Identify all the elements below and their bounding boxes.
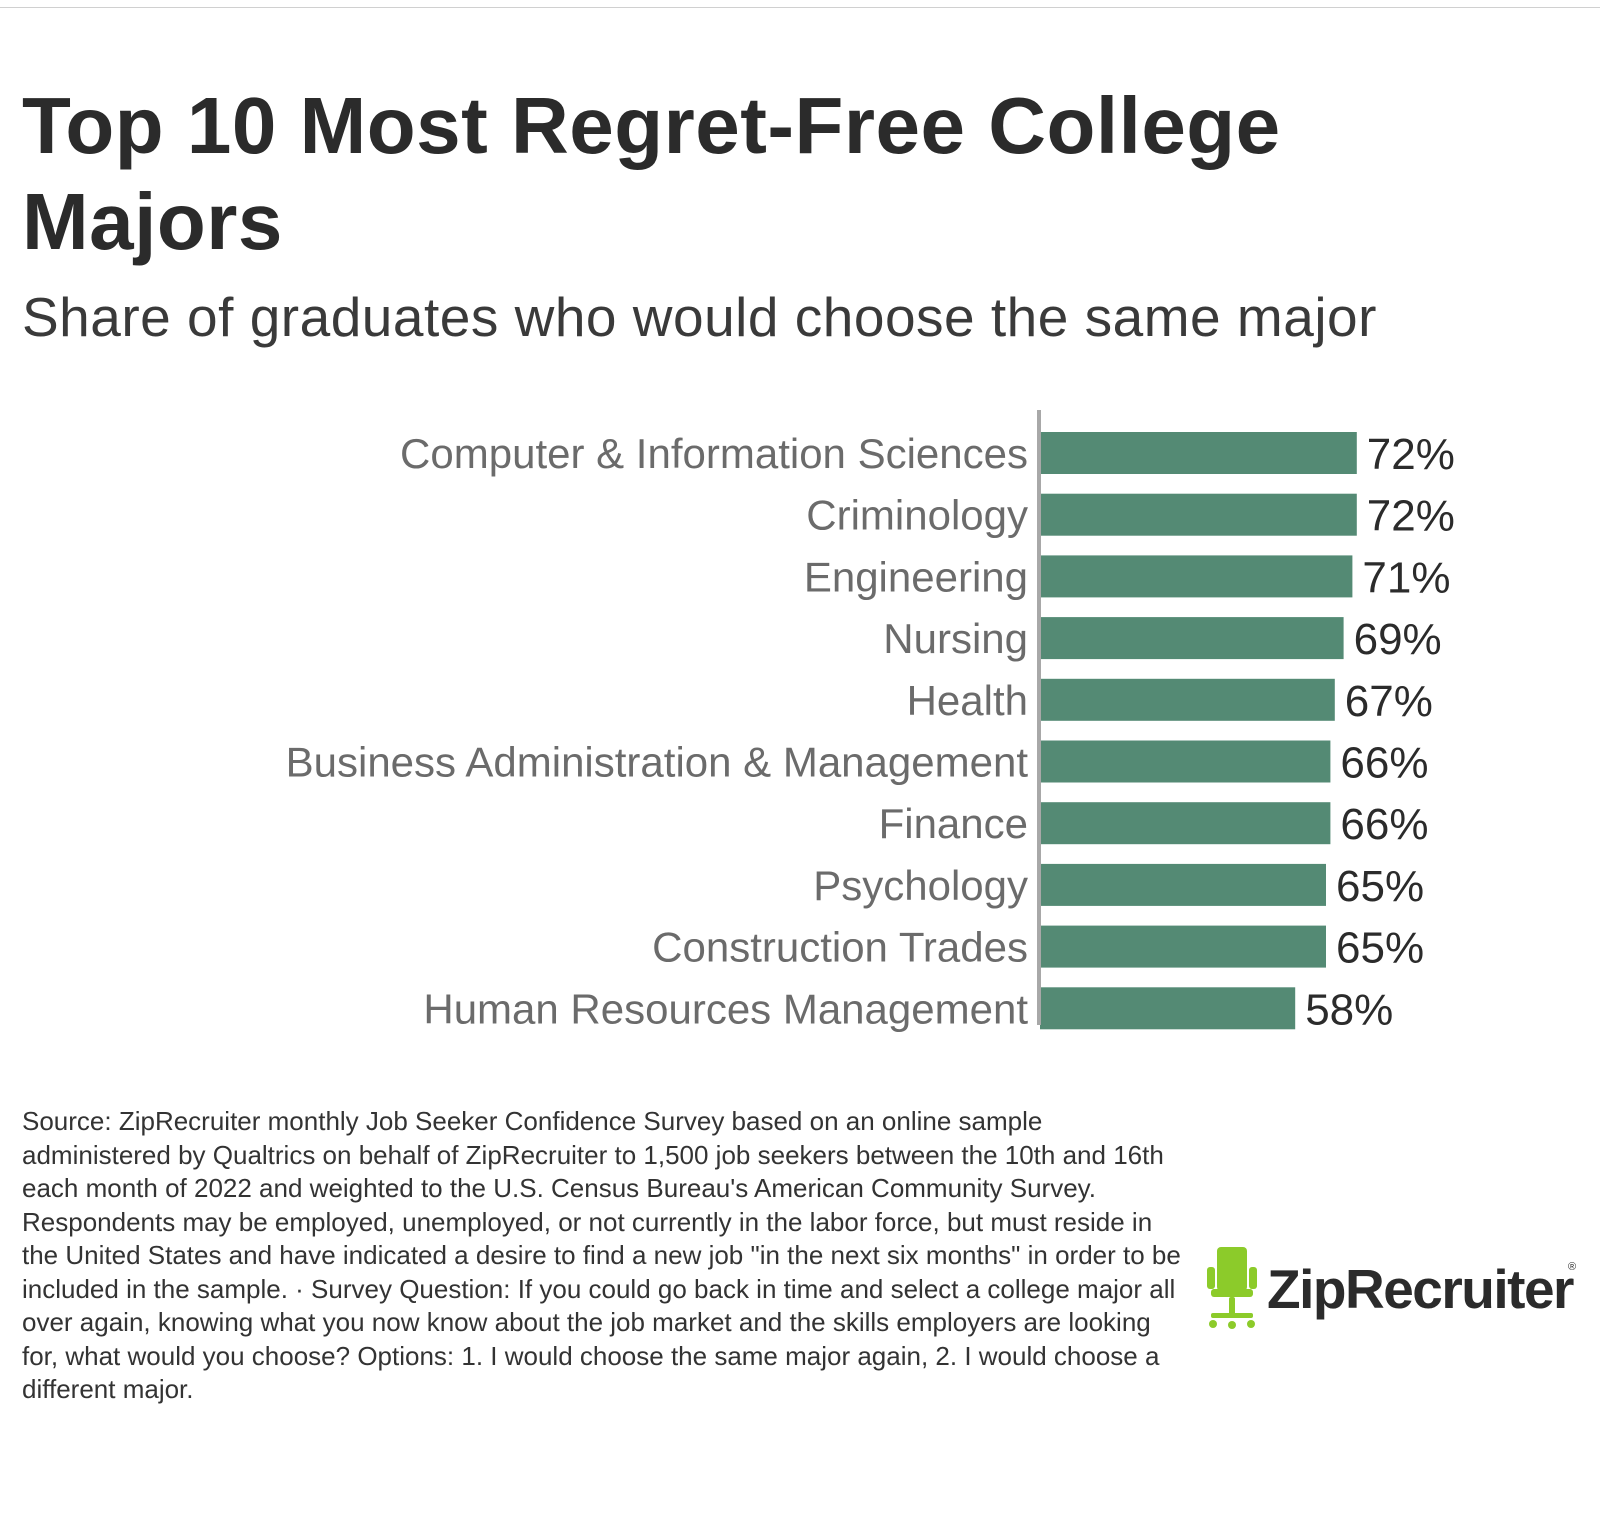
bar [1040, 987, 1296, 1030]
category-label: Health [907, 677, 1028, 724]
bar [1040, 555, 1353, 598]
category-label: Criminology [806, 492, 1028, 539]
bar-chart-svg: Computer & Information Sciences 72% Crimin… [286, 410, 1455, 1034]
chair-icon [1207, 1247, 1257, 1329]
value-label: 67% [1345, 677, 1433, 726]
category-label: Human Resources Management [423, 985, 1028, 1032]
bar [1040, 493, 1357, 536]
chart-subtitle: Share of graduates who would choose the … [22, 286, 1377, 348]
bar [1040, 863, 1326, 906]
bar [1040, 925, 1326, 968]
category-label: Psychology [813, 862, 1028, 909]
top-divider [0, 7, 1600, 8]
value-label: 65% [1336, 862, 1424, 911]
registered-mark: ® [1568, 1261, 1577, 1273]
bar [1040, 740, 1331, 783]
value-label: 72% [1367, 430, 1455, 479]
category-label: Construction Trades [652, 924, 1028, 971]
value-label: 66% [1340, 800, 1428, 849]
category-label: Nursing [883, 615, 1028, 662]
ziprecruiter-logo: ZipRecruiter ® [1205, 1245, 1585, 1335]
bar [1040, 678, 1335, 721]
value-label: 58% [1305, 985, 1393, 1034]
category-label: Finance [879, 800, 1028, 847]
value-label: 69% [1354, 615, 1442, 664]
category-label: Engineering [804, 553, 1028, 600]
chart-title: Top 10 Most Regret-Free College Majors [22, 81, 1281, 266]
value-label: 72% [1367, 492, 1455, 541]
bar-chart: Computer & Information Sciences 72% Crimin… [0, 400, 1600, 1060]
value-label: 71% [1362, 553, 1450, 602]
source-note: Source: ZipRecruiter monthly Job Seeker … [22, 1106, 1181, 1404]
value-label: 65% [1336, 924, 1424, 973]
category-label: Computer & Information Sciences [400, 430, 1028, 477]
category-label: Business Administration & Management [286, 739, 1029, 786]
bar [1040, 432, 1357, 474]
bar [1040, 617, 1344, 660]
bar [1040, 802, 1331, 845]
value-label: 66% [1340, 739, 1428, 788]
logo-wordmark: ZipRecruiter [1267, 1258, 1574, 1320]
